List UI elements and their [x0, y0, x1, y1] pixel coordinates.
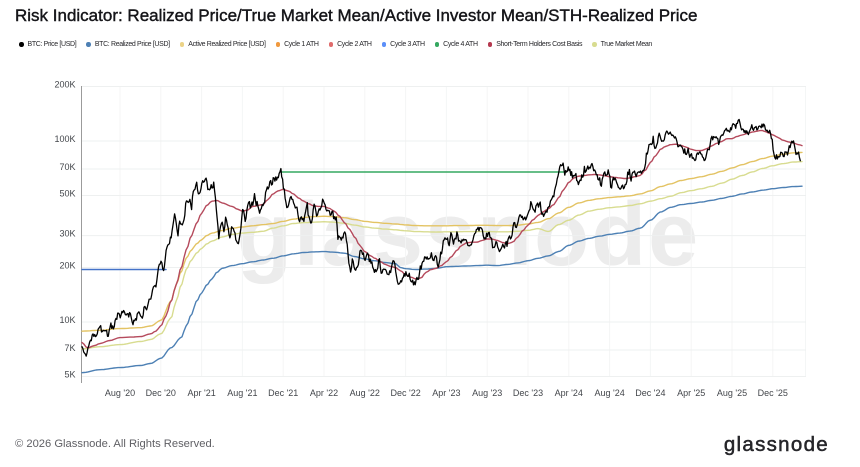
svg-text:100K: 100K: [54, 134, 75, 144]
svg-text:50K: 50K: [59, 188, 75, 198]
svg-text:Apr '21: Apr '21: [187, 388, 215, 398]
svg-text:Dec '23: Dec '23: [513, 388, 543, 398]
svg-text:Aug '21: Aug '21: [227, 388, 257, 398]
svg-text:10K: 10K: [59, 315, 75, 325]
svg-text:30K: 30K: [59, 228, 75, 238]
svg-text:Aug '20: Aug '20: [105, 388, 135, 398]
svg-text:5K: 5K: [64, 369, 75, 379]
svg-text:200K: 200K: [54, 79, 75, 89]
svg-text:Dec '25: Dec '25: [758, 388, 788, 398]
svg-text:Aug '24: Aug '24: [594, 388, 624, 398]
svg-text:70K: 70K: [59, 162, 75, 172]
svg-text:Dec '24: Dec '24: [635, 388, 665, 398]
svg-text:Aug '25: Aug '25: [717, 388, 747, 398]
svg-text:Dec '22: Dec '22: [390, 388, 420, 398]
svg-text:Aug '23: Aug '23: [472, 388, 502, 398]
svg-text:Apr '23: Apr '23: [432, 388, 460, 398]
svg-text:Apr '22: Apr '22: [310, 388, 338, 398]
svg-text:Apr '25: Apr '25: [677, 388, 705, 398]
svg-text:Dec '21: Dec '21: [268, 388, 298, 398]
svg-text:Apr '24: Apr '24: [555, 388, 583, 398]
svg-text:Aug '22: Aug '22: [350, 388, 380, 398]
svg-text:Dec '20: Dec '20: [146, 388, 176, 398]
svg-text:7K: 7K: [64, 343, 75, 353]
svg-text:20K: 20K: [59, 260, 75, 270]
svg-text:glassnode: glassnode: [237, 185, 700, 285]
